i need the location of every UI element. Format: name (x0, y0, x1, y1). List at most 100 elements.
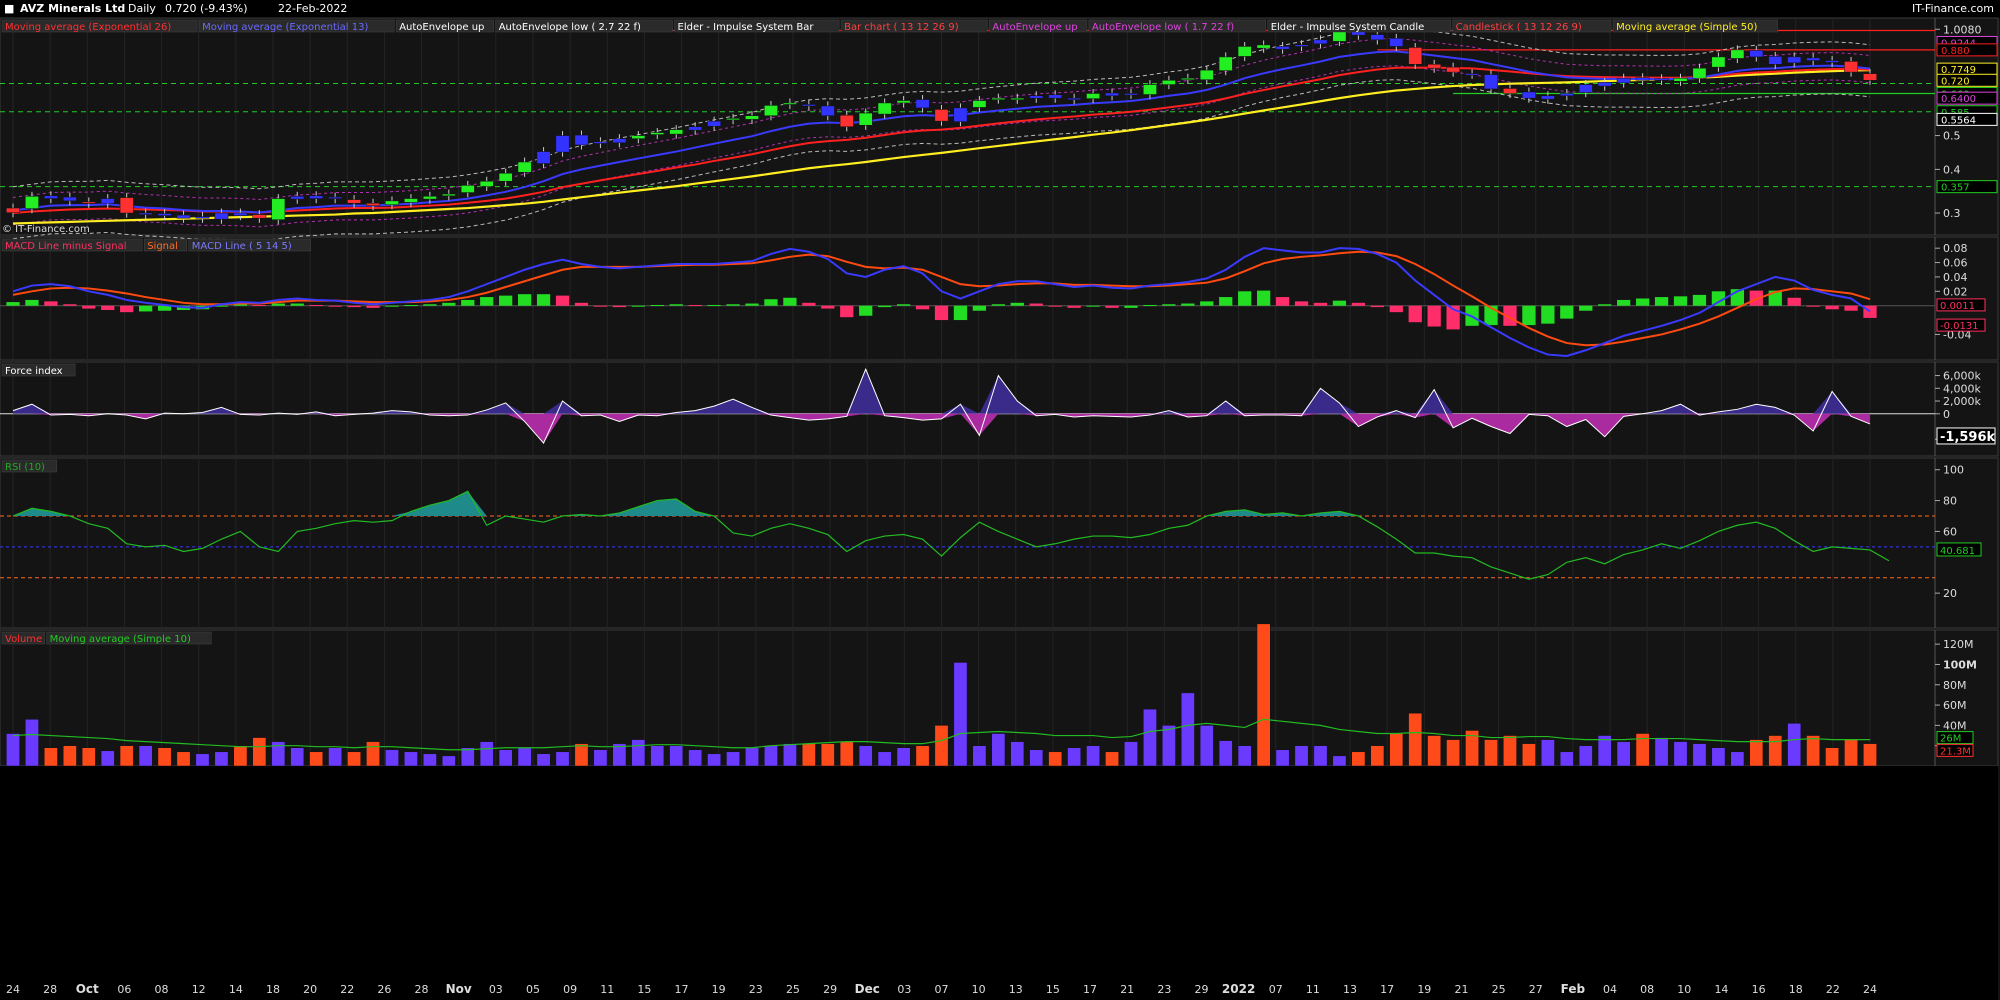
volume-bar (479, 741, 494, 767)
inner-envelope-upper-line (12, 37, 1871, 200)
macd-histogram-bar (480, 297, 494, 306)
brand-label: IT-Finance.com (1912, 2, 1994, 15)
candle-body (1256, 44, 1271, 49)
candle-body (669, 129, 684, 135)
legend-item: AutoEnvelope low ( 1.7 22 f) (1092, 22, 1234, 33)
volume-bar (1294, 745, 1309, 767)
legend-box (1, 363, 76, 377)
legend-item: RSI (10) (5, 462, 45, 473)
candle-body (44, 195, 58, 199)
candle-body (1237, 46, 1252, 57)
price-label: 0.6400 (1941, 94, 1976, 105)
candle-body (688, 126, 703, 131)
y-tick-label: 1.0080 (1943, 23, 1982, 36)
volume-bar (1048, 751, 1063, 767)
candle-body (138, 212, 153, 215)
candle-body (1427, 64, 1442, 69)
x-axis-tick-label: Dec (855, 982, 880, 996)
volume-bar (290, 747, 305, 767)
macd-histogram-bar (821, 305, 835, 309)
candle-body (934, 109, 949, 122)
candle-body (1540, 95, 1555, 100)
macd-histogram-bar (101, 305, 115, 310)
x-axis-tick-label: 29 (823, 983, 837, 996)
period-label[interactable]: Daily (128, 2, 156, 15)
volume-bar (1635, 733, 1650, 767)
force-value-box (1936, 427, 1996, 445)
x-axis-tick-label: 16 (1752, 983, 1766, 996)
volume-bar (1844, 739, 1858, 767)
volume-bar (195, 753, 210, 767)
x-axis-tick-label: 22 (340, 983, 354, 996)
x-axis-tick-label: 24 (6, 983, 20, 996)
macd-histogram-bar (328, 305, 342, 307)
candle-body (479, 180, 494, 187)
legend-box (143, 238, 188, 252)
rsi-overbought-fill (13, 491, 1889, 516)
x-axis-tick-label: 14 (1714, 983, 1728, 996)
price-label-box (1936, 180, 1998, 194)
x-axis-tick-label: 14 (229, 983, 243, 996)
candle-body (119, 197, 134, 214)
legend-item: Elder - Impulse System Bar (678, 22, 815, 33)
macd-histogram-bar (859, 305, 873, 316)
volume-bar (934, 725, 949, 767)
macd-histogram-bar (1105, 305, 1119, 308)
x-axis-tick-label: 15 (637, 983, 651, 996)
volume-bar (366, 741, 380, 767)
candle-body (1199, 69, 1214, 80)
macd-histogram-bar (385, 305, 399, 307)
macd-histogram-bar (1654, 297, 1669, 306)
volume-bar (498, 749, 513, 767)
candle-body (1654, 78, 1669, 81)
macd-histogram-bar (1010, 302, 1024, 306)
macd-label-box (1936, 318, 1986, 332)
macd-histogram-bar (252, 304, 266, 306)
volume-bar (138, 745, 153, 767)
x-axis-tick-label: 06 (117, 983, 131, 996)
volume-bar (422, 753, 437, 767)
rsi-line (12, 490, 1890, 580)
x-axis-tick-label: 21 (1454, 983, 1468, 996)
legend-item: AutoEnvelope up (992, 22, 1077, 33)
volume-bar (1806, 735, 1821, 767)
x-axis-tick-label: 21 (1120, 983, 1134, 996)
macd-histogram-bar (1598, 304, 1612, 306)
macd-label-box (1936, 298, 1986, 312)
volume-bar (1730, 751, 1745, 767)
volume-bar (1199, 725, 1214, 767)
macd-histogram-bar (1389, 305, 1403, 313)
pane-3 (0, 457, 1999, 629)
legend-box (989, 19, 1088, 33)
volume-bar (536, 753, 551, 767)
chart-menu-icon[interactable]: ■ (4, 2, 15, 15)
candle-body (1370, 34, 1385, 41)
price-label-box (1936, 43, 1998, 57)
volume-bar (214, 751, 229, 767)
legend-item: Elder - Impulse System Candle (1271, 22, 1425, 33)
legend-box (1, 631, 45, 645)
macd-histogram-bar (6, 302, 20, 306)
candle-body (1673, 77, 1688, 82)
macd-histogram-bar (214, 305, 229, 307)
macd-histogram-bar (934, 305, 949, 321)
macd-histogram-bar (1446, 305, 1460, 330)
volume-bar (745, 747, 759, 767)
price-label: 0.880 (1941, 46, 1970, 57)
candle-body (1806, 57, 1821, 61)
macd-histogram-bar (139, 305, 153, 312)
volume-bar (1162, 725, 1176, 767)
volume-bar (460, 747, 475, 767)
candle-body (309, 195, 324, 199)
volume-bar (233, 745, 248, 767)
volume-bar (1446, 739, 1461, 767)
macd-histogram-bar (1541, 305, 1555, 324)
volume-bar (1029, 749, 1044, 767)
volume-bar (1484, 739, 1498, 767)
macd-histogram-bar (1711, 291, 1726, 306)
x-axis-tick-label: 22 (1826, 983, 1840, 996)
volume-bar (1275, 749, 1290, 767)
volume-bar (820, 743, 835, 767)
y-tick-label: 0.5 (1943, 130, 1961, 143)
candle-body (593, 141, 608, 144)
